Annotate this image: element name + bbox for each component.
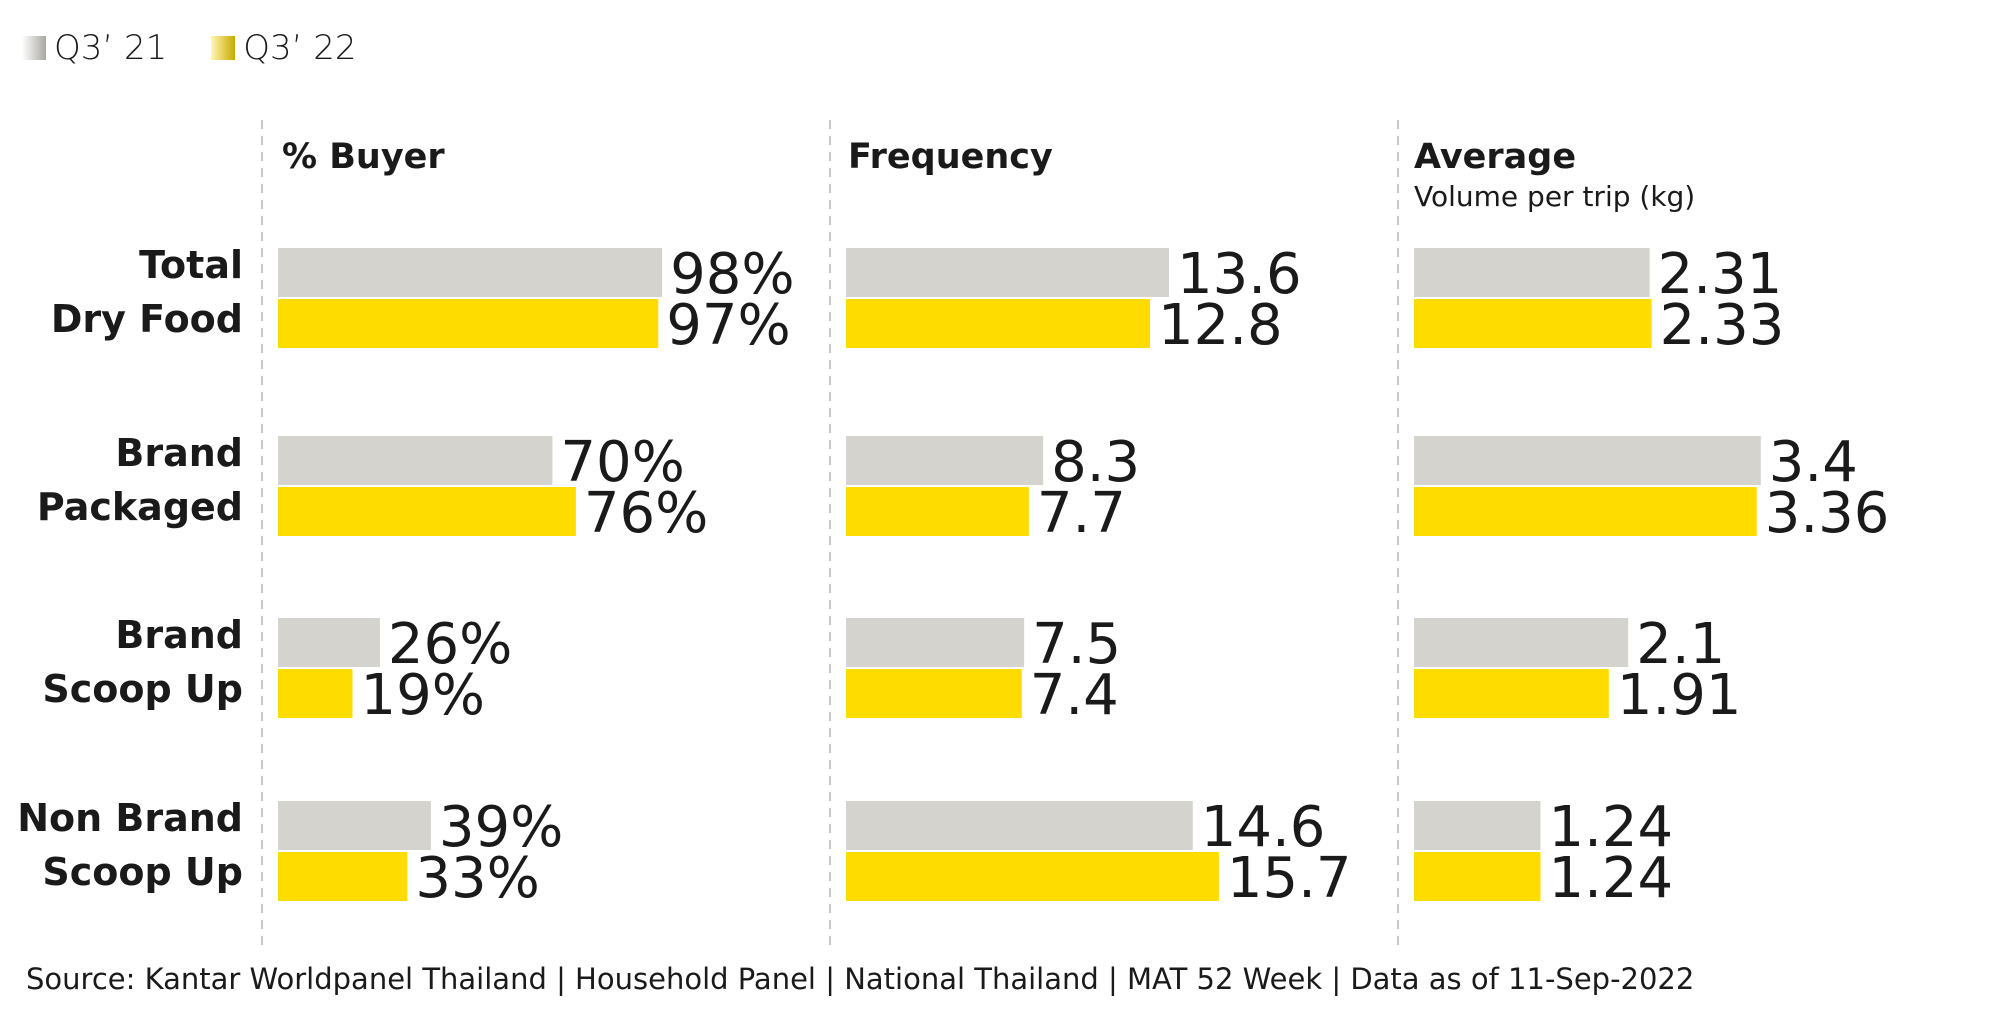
bar-q3-21: [846, 618, 1025, 667]
data-label: 1.24: [1548, 846, 1673, 911]
panel-title: Average: [1414, 137, 1576, 177]
legend-swatch-q3-21: [22, 36, 46, 60]
data-label: 76%: [584, 481, 708, 546]
data-label: 2.33: [1660, 293, 1785, 358]
data-label: 13.6: [1177, 242, 1302, 307]
bar-q3-22: [278, 669, 353, 718]
panel-title: % Buyer: [282, 137, 445, 177]
data-label: 70%: [560, 430, 684, 495]
bar-q3-21: [846, 801, 1193, 850]
bar-q3-22: [278, 487, 576, 536]
bar-q3-21: [1414, 248, 1650, 297]
bar-q3-22: [846, 487, 1029, 536]
category-label: Brand: [115, 613, 243, 657]
data-label: 98%: [670, 242, 794, 307]
data-label: 2.1: [1636, 612, 1725, 677]
data-label: 1.91: [1617, 663, 1742, 728]
category-label: Scoop Up: [42, 667, 243, 711]
data-label: 3.36: [1765, 481, 1890, 546]
category-label: Brand: [115, 431, 243, 475]
data-label: 19%: [360, 663, 484, 728]
bar-q3-21: [278, 248, 663, 297]
bar-q3-21: [278, 618, 380, 667]
data-label: 7.7: [1037, 481, 1126, 546]
category-label: Total: [139, 243, 243, 287]
bar-q3-22: [278, 299, 659, 348]
bar-q3-22: [846, 299, 1150, 348]
panel-subtitle: Volume per trip (kg): [1414, 180, 1695, 213]
data-label: 8.3: [1051, 430, 1140, 495]
legend-item-q3-21: Q3’ 21: [22, 28, 167, 68]
data-label: 2.31: [1658, 242, 1783, 307]
category-label: Scoop Up: [42, 850, 243, 894]
source-note: Source: Kantar Worldpanel Thailand | Hou…: [26, 962, 1695, 996]
panel-title: Frequency: [848, 137, 1053, 177]
data-label: 7.5: [1032, 612, 1121, 677]
data-label: 1.24: [1548, 795, 1673, 860]
category-label: Packaged: [37, 485, 243, 529]
bar-q3-21: [1414, 801, 1541, 850]
legend-item-q3-22: Q3’ 22: [211, 28, 357, 68]
bar-q3-21: [278, 436, 553, 485]
data-label: 14.6: [1201, 795, 1326, 860]
bar-q3-21: [846, 248, 1169, 297]
category-label: Dry Food: [51, 297, 243, 341]
bar-q3-22: [1414, 852, 1541, 901]
data-label: 39%: [439, 795, 563, 860]
data-label: 7.4: [1030, 663, 1119, 728]
legend-swatch-q3-22: [211, 36, 236, 60]
category-label: Non Brand: [17, 796, 243, 840]
bar-q3-22: [278, 852, 408, 901]
data-label: 15.7: [1227, 846, 1352, 911]
bar-q3-22: [1414, 669, 1609, 718]
data-label: 33%: [415, 846, 539, 911]
bar-q3-22: [1414, 487, 1757, 536]
data-label: 97%: [666, 293, 790, 358]
bar-q3-21: [1414, 618, 1629, 667]
data-label: 26%: [388, 612, 512, 677]
legend-label-q3-22: Q3’ 22: [243, 28, 357, 68]
bar-q3-22: [1414, 299, 1652, 348]
bar-q3-21: [278, 801, 431, 850]
data-label: 3.4: [1769, 430, 1858, 495]
legend-label-q3-21: Q3’ 21: [54, 28, 168, 68]
legend: Q3’ 21 Q3’ 22: [22, 28, 357, 68]
bar-q3-22: [846, 669, 1022, 718]
bar-q3-22: [846, 852, 1219, 901]
data-label: 12.8: [1158, 293, 1283, 358]
bar-q3-21: [846, 436, 1044, 485]
bar-q3-21: [1414, 436, 1761, 485]
